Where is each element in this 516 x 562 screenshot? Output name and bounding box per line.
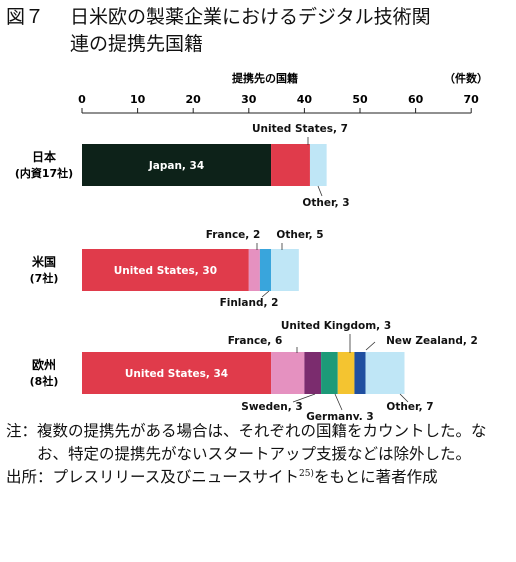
source-row: 出所： プレスリリース及びニュースサイト25)をもとに著者作成	[6, 466, 511, 489]
category-label: 米国	[32, 254, 56, 269]
source-text-part-1: プレスリリース及びニュースサイト	[52, 468, 299, 486]
segment-label: United States, 7	[252, 123, 348, 135]
title-line-2: 連の提携先国籍	[70, 33, 204, 55]
bar-segment	[271, 144, 310, 186]
segment-label: United Kingdom, 3	[281, 320, 391, 332]
note-text: 複数の提携先がある場合は、それぞれの国籍をカウントした。なお、特定の提携先がない…	[37, 422, 487, 463]
bar-segment	[248, 249, 260, 291]
segment-label: Other, 7	[386, 401, 433, 413]
source-text: プレスリリース及びニュースサイト25)をもとに著者作成	[53, 466, 511, 489]
bar-segment	[309, 144, 327, 186]
note-row: 注： 複数の提携先がある場合は、それぞれの国籍をカウントした。なお、特定の提携先…	[6, 420, 511, 466]
figure-label: 図７	[6, 6, 45, 28]
segment-label: Other, 3	[302, 197, 349, 209]
stacked-bar-chart: 提携先の国籍 （件数） 0 10 20 30 40 50 60 70 日本 (内資17社) 米国 (7社)…	[15, 71, 488, 420]
segment-label: Germany, 3	[306, 411, 373, 420]
x-tick-label: 40	[297, 93, 313, 106]
segment-label: Finland, 2	[220, 297, 279, 309]
segment-label: France, 2	[206, 229, 261, 241]
figure-title: 図７ 日米欧の製薬企業におけるデジタル技術関 連の提携先国籍	[6, 4, 511, 58]
bar-segment	[304, 352, 322, 394]
x-tick-label: 0	[78, 93, 86, 106]
source-footnote-ref: 25)	[298, 468, 314, 479]
segment-label: New Zealand, 2	[386, 335, 478, 347]
segment-label: Japan, 34	[148, 160, 204, 172]
segment-label: United States, 30	[114, 265, 217, 277]
leader-line	[261, 290, 270, 298]
bar-segment	[82, 249, 249, 291]
x-axis-title: 提携先の国籍	[232, 71, 298, 85]
leader-line	[334, 393, 343, 411]
bar-segment	[259, 249, 272, 291]
bar-segment	[271, 352, 305, 394]
segment-label: Other, 5	[276, 229, 323, 241]
leader-line	[399, 393, 409, 403]
x-tick-label: 10	[130, 93, 146, 106]
bar-segment	[337, 352, 355, 394]
figure-notes: 注： 複数の提携先がある場合は、それぞれの国籍をカウントした。なお、特定の提携先…	[6, 420, 511, 489]
category-label: 欧州	[32, 357, 56, 372]
x-tick-label: 60	[408, 93, 424, 106]
x-tick-label: 30	[241, 93, 257, 106]
note-key: 注：	[6, 422, 38, 440]
category-label: 日本	[32, 149, 56, 164]
bar-segment	[354, 352, 366, 394]
x-tick-label: 50	[352, 93, 368, 106]
bar-segment	[271, 249, 299, 291]
x-tick-label: 70	[464, 93, 480, 106]
bar-segment	[365, 352, 405, 394]
segment-label: United States, 34	[125, 368, 228, 380]
leader-line	[365, 341, 376, 351]
leader-line	[292, 393, 316, 403]
segment-label: France, 6	[228, 335, 283, 347]
source-key: 出所：	[6, 468, 53, 486]
leader-line	[317, 185, 323, 197]
title-line-1: 日米欧の製薬企業におけるデジタル技術関	[70, 6, 431, 28]
source-text-part-2: をもとに著者作成	[313, 468, 438, 486]
bar-segment	[82, 352, 272, 394]
category-sublabel: (7社)	[30, 271, 59, 285]
category-sublabel: (8社)	[30, 374, 59, 388]
bar-segment	[82, 144, 272, 186]
x-tick-label: 20	[186, 93, 202, 106]
x-axis-unit: （件数）	[444, 71, 488, 85]
category-sublabel: (内資17社)	[15, 166, 73, 180]
segment-label: Sweden, 3	[241, 401, 302, 413]
bar-segment	[321, 352, 338, 394]
